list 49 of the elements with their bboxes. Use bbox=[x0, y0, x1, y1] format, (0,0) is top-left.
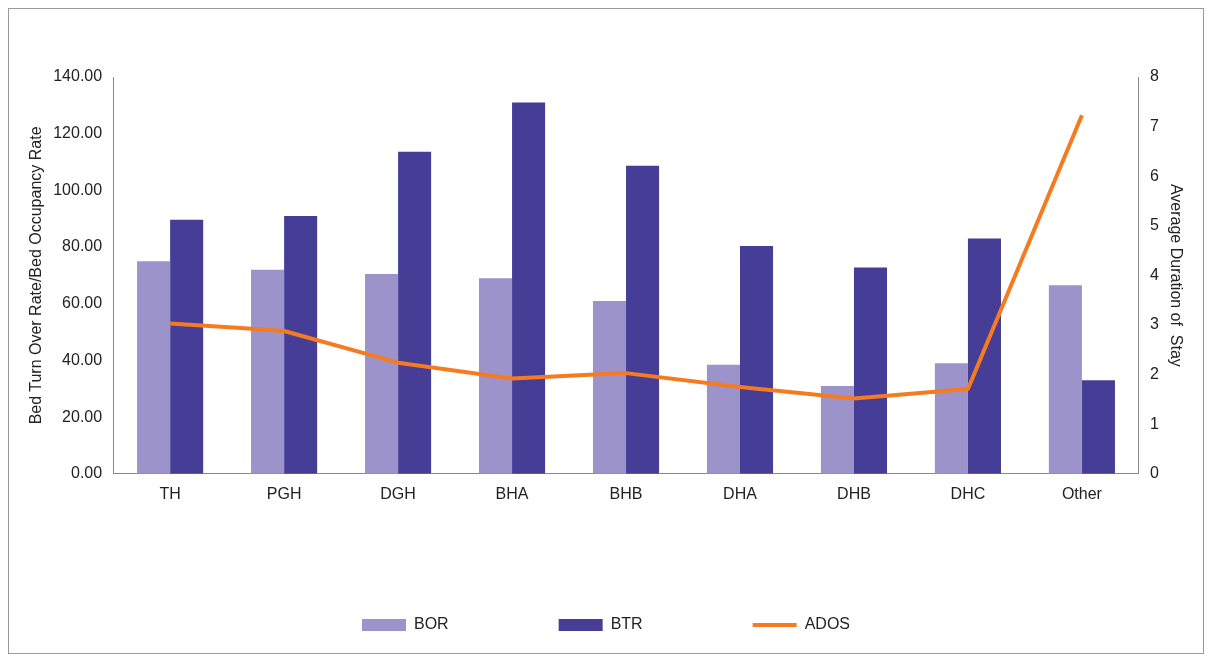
y-tick-label: 80.00 bbox=[62, 237, 103, 255]
y2-tick-label: 1 bbox=[1149, 414, 1159, 432]
y2-tick-label: 0 bbox=[1149, 464, 1159, 482]
y-tick-label: 140.00 bbox=[53, 67, 103, 85]
bar bbox=[398, 151, 432, 474]
y-tick-label: 0.00 bbox=[71, 464, 103, 482]
x-tick-label: DGH bbox=[380, 484, 416, 502]
y-tick-label: 120.00 bbox=[53, 124, 103, 142]
x-tick-label: DHC bbox=[950, 484, 986, 502]
x-tick-label: BHA bbox=[495, 484, 529, 502]
bar bbox=[967, 238, 1001, 474]
bar bbox=[706, 364, 740, 474]
bar bbox=[284, 215, 318, 474]
bar bbox=[1081, 380, 1115, 474]
x-tick-label: Other bbox=[1061, 484, 1103, 502]
y2-tick-label: 4 bbox=[1149, 265, 1159, 283]
legend-label: BOR bbox=[413, 615, 449, 633]
bar bbox=[592, 300, 627, 474]
bar bbox=[626, 165, 660, 474]
x-tick-label: DHA bbox=[723, 484, 758, 502]
y2-tick-label: 8 bbox=[1149, 67, 1159, 85]
bar bbox=[137, 261, 171, 474]
bar bbox=[820, 385, 854, 474]
bar bbox=[251, 269, 285, 474]
bar bbox=[1048, 285, 1082, 474]
bar bbox=[365, 273, 399, 474]
y2-axis-title: Average Duration of Stay bbox=[1167, 183, 1185, 367]
y2-tick-label: 3 bbox=[1149, 315, 1159, 333]
y2-tick-label: 7 bbox=[1149, 117, 1159, 135]
y2-tick-label: 5 bbox=[1149, 216, 1159, 234]
y-axis-title: Bed Turn Over Rate/Bed Occupancy Rate bbox=[27, 126, 45, 425]
y-tick-label: 100.00 bbox=[53, 180, 103, 198]
legend-label: BTR bbox=[610, 615, 643, 633]
bar bbox=[934, 363, 968, 474]
y2-tick-label: 2 bbox=[1149, 365, 1159, 383]
bar bbox=[739, 245, 774, 474]
x-tick-label: BHB bbox=[609, 484, 643, 502]
y-tick-label: 20.00 bbox=[62, 407, 103, 425]
y-tick-label: 60.00 bbox=[62, 294, 103, 312]
bar bbox=[478, 278, 513, 474]
y2-tick-label: 6 bbox=[1149, 166, 1159, 184]
x-tick-label: TH bbox=[159, 484, 181, 502]
x-tick-label: DHB bbox=[837, 484, 871, 502]
bar bbox=[512, 102, 546, 474]
bar bbox=[853, 267, 888, 474]
legend-label: ADOS bbox=[804, 615, 851, 633]
x-tick-label: PGH bbox=[266, 484, 302, 502]
y-tick-label: 40.00 bbox=[62, 350, 103, 368]
bar bbox=[170, 219, 204, 474]
